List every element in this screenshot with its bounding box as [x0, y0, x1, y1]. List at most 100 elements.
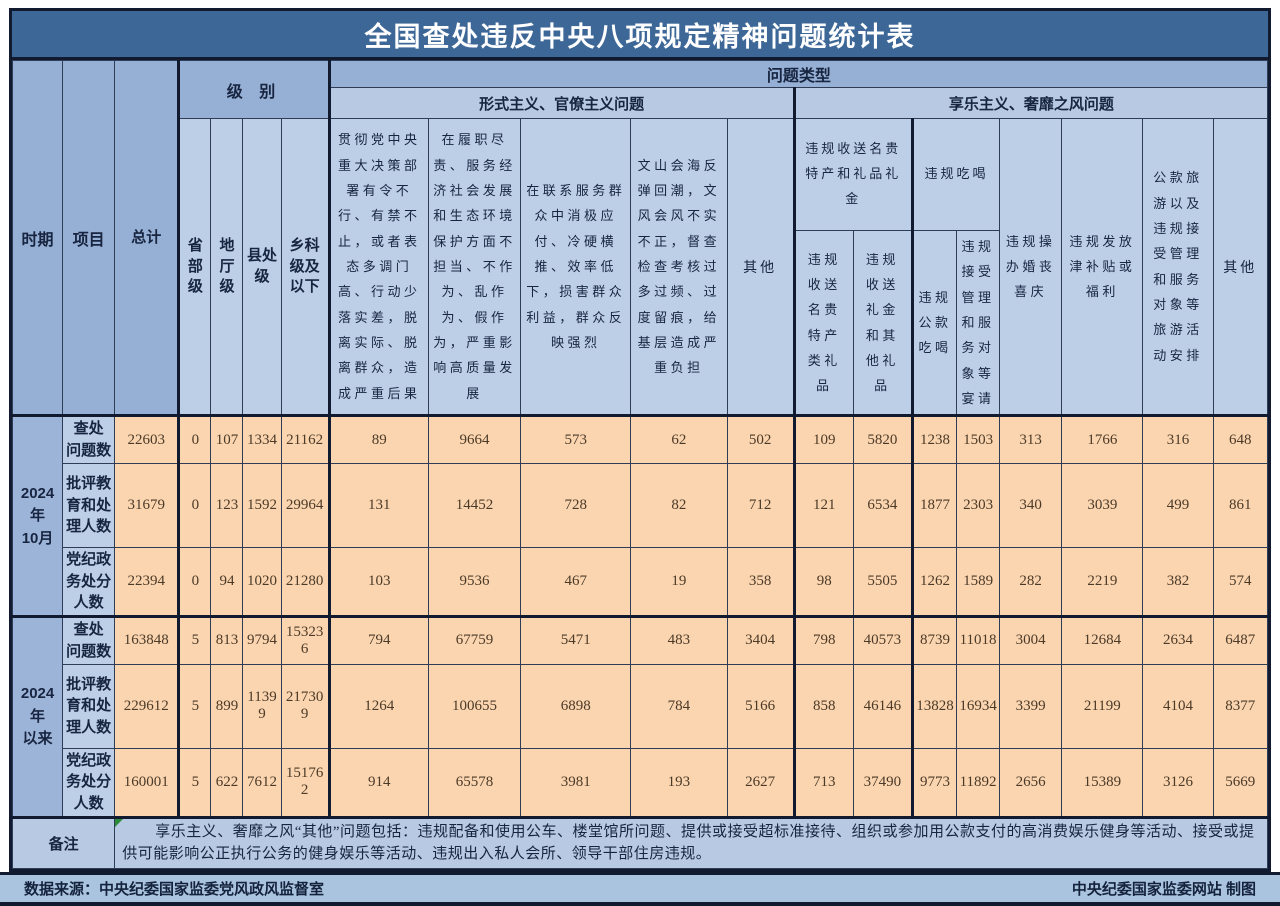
value-cell: 1262 [911, 546, 958, 618]
header-formalism-col-3: 在联系服务群众中消极应付、冷硬横推、效率低下，损害群众利益，群众反映强烈 [520, 117, 632, 417]
value-cell: 5505 [852, 546, 914, 618]
value-cell: 6898 [520, 663, 632, 749]
value-cell: 0 [178, 414, 212, 464]
value-cell: 1264 [328, 663, 429, 749]
header-level-group: 级 别 [178, 60, 331, 119]
row-item-label: 查处 问题数 [62, 615, 116, 665]
value-cell: 153236 [280, 615, 331, 665]
value-cell: 9536 [427, 546, 522, 618]
value-cell: 12684 [1061, 615, 1144, 665]
value-cell: 3399 [999, 663, 1063, 749]
value-cell: 728 [520, 462, 632, 548]
value-cell: 2219 [1061, 546, 1144, 618]
value-cell: 5 [178, 663, 212, 749]
header-formalism-col-4: 文山会海反弹回潮，文风会风不实不正，督查检查考核过多过频、过度留痕，给基层造成严… [630, 117, 728, 417]
header-period: 时期 [11, 59, 64, 417]
header-gifts-cash: 违规收送礼金和其他礼品 [852, 229, 914, 417]
value-cell: 9794 [242, 615, 282, 665]
table-row: 党纪政 务处分 人数 22394 0 94 1020 21280 103 9536 467 19 3… [13, 546, 1269, 618]
value-cell: 11399 [242, 663, 282, 749]
value-cell: 62 [630, 414, 728, 464]
value-cell: 163848 [114, 615, 181, 665]
value-cell: 573 [520, 414, 632, 464]
value-cell: 22603 [114, 414, 181, 464]
value-cell: 160001 [114, 747, 181, 818]
value-cell: 67759 [427, 615, 522, 665]
value-cell: 784 [630, 663, 728, 749]
value-cell: 21280 [280, 546, 331, 618]
value-cell: 109 [793, 414, 854, 464]
value-cell: 9773 [911, 747, 958, 818]
value-cell: 65578 [427, 747, 522, 818]
value-cell: 813 [210, 615, 244, 665]
value-cell: 98 [793, 546, 854, 618]
header-level-county: 县处级 [242, 117, 282, 417]
value-cell: 4104 [1142, 663, 1214, 749]
value-cell: 713 [793, 747, 854, 818]
value-cell: 16934 [956, 663, 1001, 749]
note-label: 备注 [11, 815, 116, 870]
value-cell: 5669 [1212, 747, 1269, 818]
table-body: 2024年 10月 查处 问题数 22603 0 107 1334 21162 89 9664 5… [11, 414, 1269, 818]
value-cell: 19 [630, 546, 728, 618]
value-cell: 648 [1212, 414, 1269, 464]
value-cell: 3404 [726, 615, 796, 665]
header-item: 项目 [62, 59, 116, 417]
value-cell: 1766 [1061, 414, 1144, 464]
value-cell: 6487 [1212, 615, 1269, 665]
header-level-township: 乡科级及以下 [280, 117, 331, 417]
value-cell: 121 [793, 462, 854, 548]
value-cell: 8377 [1212, 663, 1269, 749]
statistics-sheet: 全国查处违反中央八项规定精神问题统计表 时期 项目 总计 级 别 问题类型 形式 [9, 8, 1271, 873]
value-cell: 46146 [852, 663, 914, 749]
value-cell: 1238 [911, 414, 958, 464]
value-cell: 1877 [911, 462, 958, 548]
value-cell: 382 [1142, 546, 1214, 618]
page-title: 全国查处违反中央八项规定精神问题统计表 [12, 11, 1268, 60]
value-cell: 5820 [852, 414, 914, 464]
value-cell: 7612 [242, 747, 282, 818]
data-source: 数据来源：中央纪委国家监委党风政风监督室 [24, 881, 325, 899]
value-cell: 21162 [280, 414, 331, 464]
value-cell: 1592 [242, 462, 282, 548]
value-cell: 22394 [114, 546, 181, 618]
value-cell: 8739 [911, 615, 958, 665]
value-cell: 467 [520, 546, 632, 618]
header-dining-group: 违规吃喝 [911, 118, 1001, 231]
value-cell: 151762 [280, 747, 331, 818]
value-cell: 499 [1142, 462, 1214, 548]
header-total: 总计 [114, 59, 181, 417]
value-cell: 502 [726, 414, 796, 464]
value-cell: 15389 [1061, 747, 1144, 818]
row-item-label: 党纪政 务处分 人数 [62, 747, 116, 818]
header-dining-public-funds: 违规公款吃喝 [911, 229, 958, 417]
header-problem-type: 问题类型 [328, 60, 1269, 88]
value-cell: 103 [328, 546, 429, 618]
header-gifts-group: 违规收送名贵特产和礼品礼金 [793, 118, 914, 231]
value-cell: 217309 [280, 663, 331, 749]
value-cell: 1334 [242, 414, 282, 464]
table-row: 党纪政 务处分 人数 160001 5 622 7612 151762 914 65578 39… [13, 747, 1269, 818]
value-cell: 914 [328, 747, 429, 818]
table-row: 批评教 育和处 理人数 31679 0 123 1592 29964 131 14452 728… [13, 462, 1269, 548]
note-content: 享乐主义、奢靡之风“其他”问题包括：违规配备和使用公车、楼堂馆所问题、提供或接受… [114, 815, 1268, 870]
value-cell: 11892 [956, 747, 1001, 818]
period-label: 2024年 10月 [11, 414, 64, 618]
value-cell: 40573 [852, 615, 914, 665]
value-cell: 5 [178, 747, 212, 818]
header-weddings-funerals: 违规操办婚丧喜庆 [999, 117, 1063, 417]
value-cell: 107 [210, 414, 244, 464]
value-cell: 316 [1142, 414, 1214, 464]
table-row: 2024年 10月 查处 问题数 22603 0 107 1334 21162 89 9664 5… [11, 414, 1269, 618]
value-cell: 29964 [280, 462, 331, 548]
value-cell: 340 [999, 462, 1063, 548]
value-cell: 861 [1212, 462, 1269, 548]
value-cell: 0 [178, 546, 212, 618]
table-header: 时期 项目 总计 级 别 问题类型 形式主义、官僚主义问题 享乐主义、奢靡之风问… [11, 59, 1269, 417]
value-cell: 131 [328, 462, 429, 548]
value-cell: 3981 [520, 747, 632, 818]
row-item-label: 查处 问题数 [62, 414, 116, 464]
header-hedonism-other: 其他 [1212, 117, 1269, 417]
page: 全国查处违反中央八项规定精神问题统计表 时期 项目 总计 级 别 问题类型 形式 [0, 8, 1280, 906]
value-cell: 0 [178, 462, 212, 548]
